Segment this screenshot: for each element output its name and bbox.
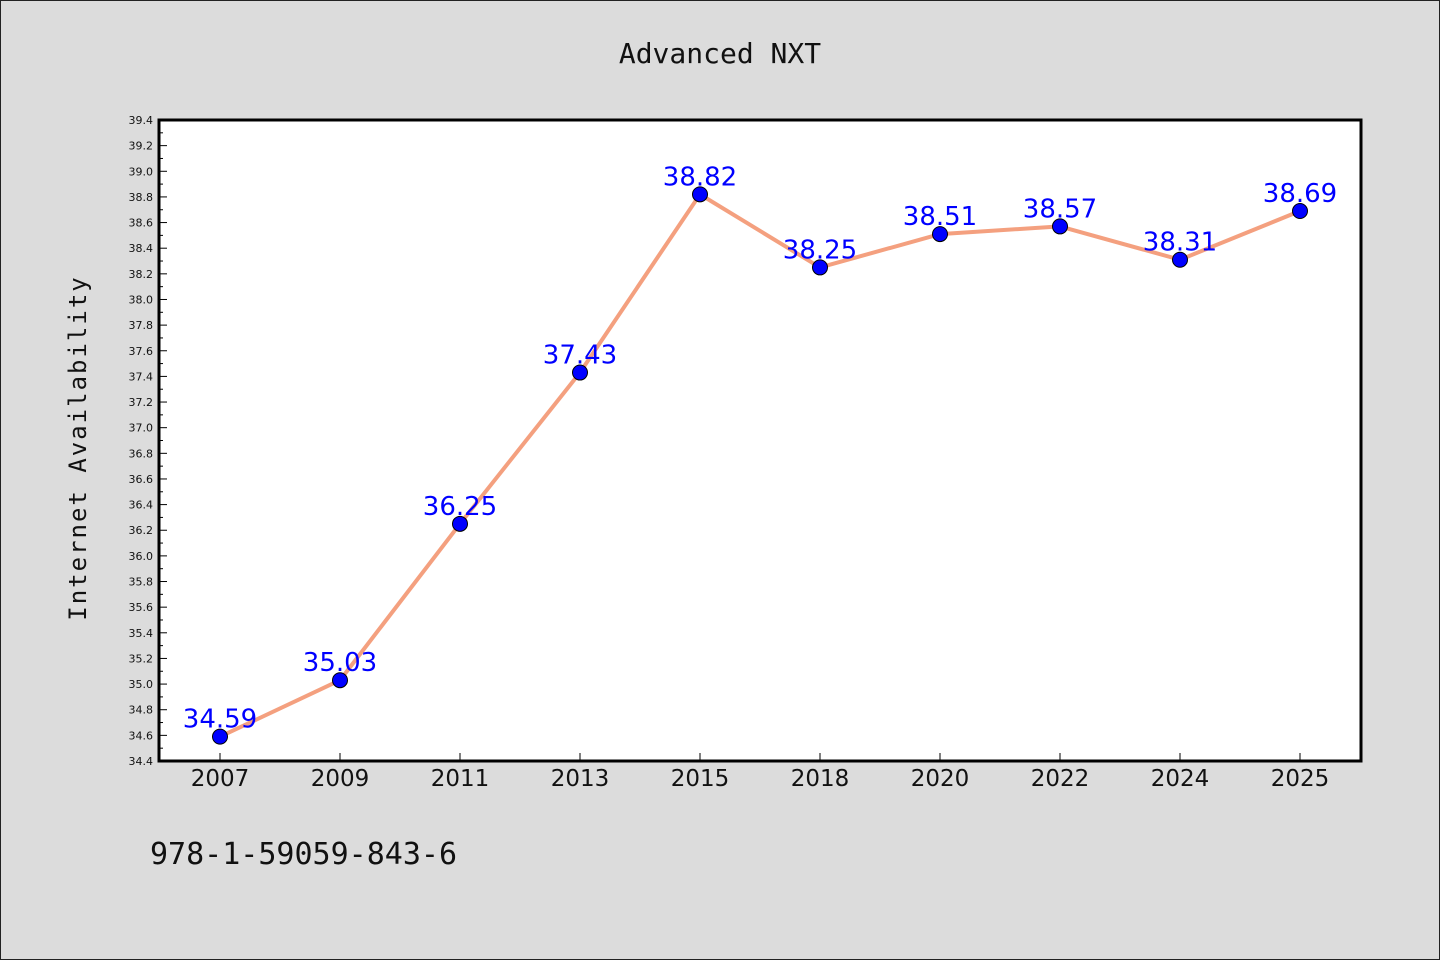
y-axis-label: Internet Availability bbox=[64, 275, 92, 620]
series-line bbox=[218, 192, 1302, 739]
x-tick-label: 2018 bbox=[791, 766, 850, 792]
data-label: 34.59 bbox=[183, 705, 257, 735]
y-tick-label: 39.2 bbox=[129, 140, 154, 153]
y-tick-label: 35.4 bbox=[129, 627, 154, 640]
y-tick-label: 39.4 bbox=[129, 114, 154, 127]
data-point bbox=[932, 226, 948, 243]
y-tick-label: 37.2 bbox=[129, 396, 154, 409]
footer-isbn: 978-1-59059-843-6 bbox=[150, 837, 457, 872]
y-tick-label: 36.2 bbox=[129, 524, 154, 537]
y-tick-label: 34.8 bbox=[129, 704, 154, 717]
data-label: 38.31 bbox=[1143, 228, 1217, 258]
data-label: 38.51 bbox=[903, 202, 977, 232]
data-point bbox=[1292, 203, 1308, 220]
data-label: 38.69 bbox=[1263, 179, 1337, 209]
x-tick-label: 2011 bbox=[431, 766, 490, 792]
data-label: 38.82 bbox=[663, 162, 737, 192]
y-tick-label: 39.0 bbox=[129, 165, 154, 178]
x-tick-label: 2020 bbox=[911, 766, 970, 792]
y-tick-label: 38.6 bbox=[129, 217, 154, 230]
y-tick-label: 38.0 bbox=[129, 293, 154, 306]
y-tick-label: 36.4 bbox=[129, 499, 154, 512]
data-labels-group: 34.59 35.03 36.25 37.43 38.82 38.25 38.51 38.57… bbox=[183, 162, 1337, 734]
x-tick-label: 2024 bbox=[1151, 766, 1210, 792]
y-tick-label: 37.4 bbox=[129, 370, 154, 383]
y-tick-label: 37.0 bbox=[129, 422, 154, 435]
y-tick-label: 36.8 bbox=[129, 447, 154, 460]
x-axis: 2007 2009 2011 2013 2015 2018 2020 2022 2024 2025 bbox=[191, 753, 1330, 792]
x-tick-label: 2013 bbox=[551, 766, 610, 792]
data-point bbox=[1052, 218, 1068, 235]
y-tick-label: 38.8 bbox=[129, 191, 154, 204]
y-tick-label: 34.4 bbox=[129, 755, 154, 768]
data-point bbox=[812, 259, 828, 276]
x-tick-label: 2022 bbox=[1031, 766, 1090, 792]
data-point bbox=[212, 728, 228, 745]
data-point bbox=[332, 672, 348, 689]
y-axis: 34.4 34.6 34.8 35.0 35.2 35.4 35.6 35.8 36.0 36.2… bbox=[129, 114, 167, 768]
data-point bbox=[692, 186, 708, 203]
y-tick-label: 36.0 bbox=[129, 550, 154, 563]
x-tick-label: 2007 bbox=[191, 766, 250, 792]
data-point bbox=[452, 515, 468, 532]
x-tick-label: 2015 bbox=[671, 766, 730, 792]
data-label: 36.25 bbox=[423, 492, 497, 522]
y-tick-label: 35.6 bbox=[129, 601, 154, 614]
data-point bbox=[1172, 251, 1188, 268]
x-tick-label: 2009 bbox=[311, 766, 370, 792]
series-line-group bbox=[218, 192, 1302, 739]
data-label: 38.25 bbox=[783, 235, 857, 265]
y-tick-label: 34.6 bbox=[129, 729, 154, 742]
chart-title: Advanced NXT bbox=[619, 37, 821, 70]
series-points-group bbox=[212, 186, 1308, 745]
y-tick-label: 38.2 bbox=[129, 268, 154, 281]
y-tick-label: 37.8 bbox=[129, 319, 154, 332]
data-label: 35.03 bbox=[303, 648, 377, 678]
y-tick-label: 35.0 bbox=[129, 678, 154, 691]
data-point bbox=[572, 364, 588, 381]
x-tick-label: 2025 bbox=[1271, 766, 1330, 792]
y-tick-label: 38.4 bbox=[129, 242, 154, 255]
data-label: 37.43 bbox=[543, 341, 617, 371]
y-tick-label: 37.6 bbox=[129, 345, 154, 358]
y-tick-label: 35.8 bbox=[129, 576, 154, 589]
y-tick-label: 35.2 bbox=[129, 652, 154, 665]
data-label: 38.57 bbox=[1023, 194, 1097, 224]
y-tick-label: 36.6 bbox=[129, 473, 154, 486]
